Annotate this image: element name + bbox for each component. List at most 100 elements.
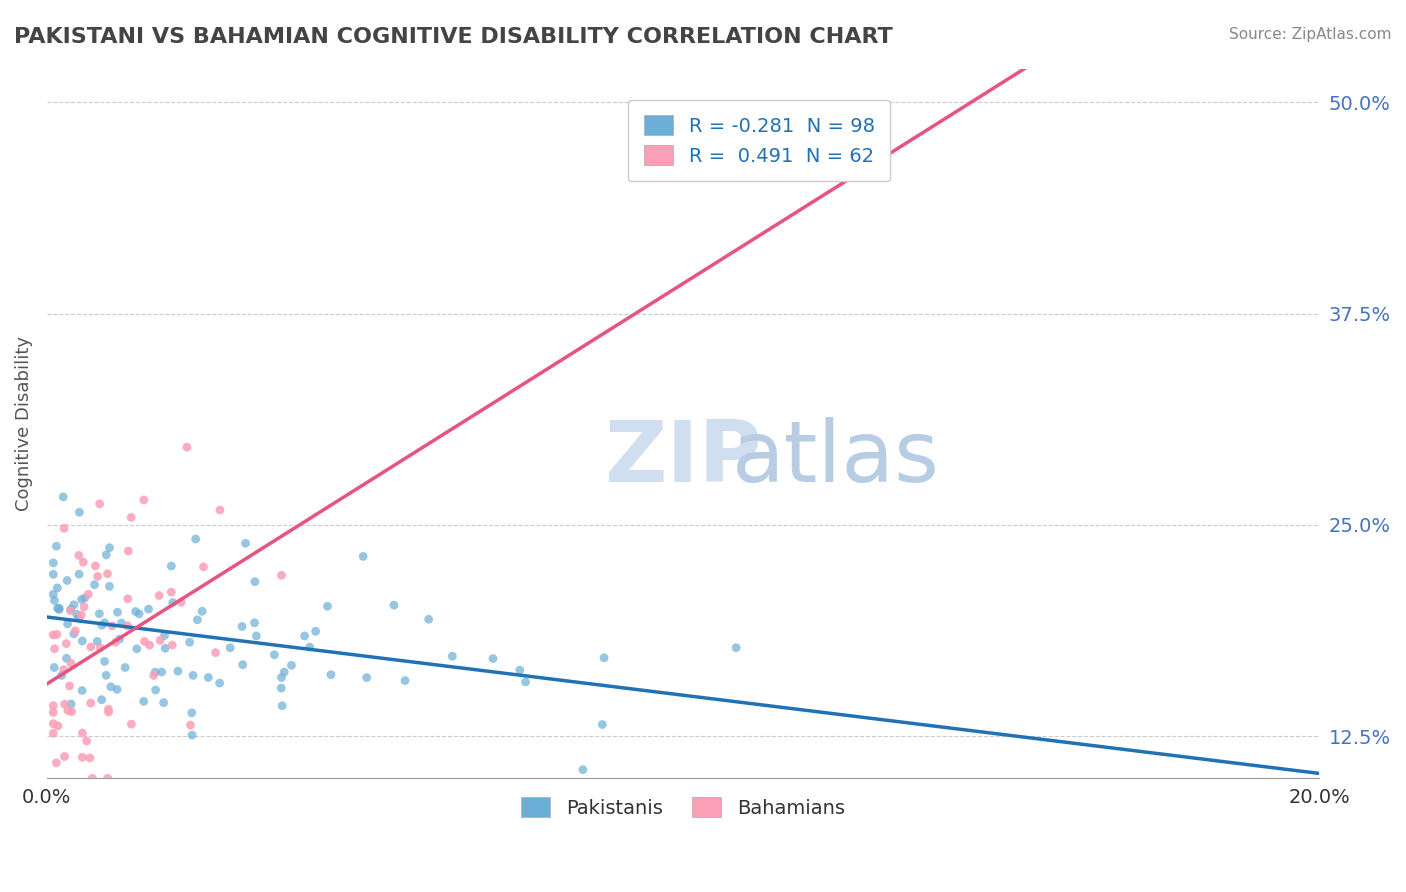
Point [76,734,98,748]
Point [197,671,219,685]
Point [181,668,204,682]
Point [86,634,108,648]
Point [72,726,94,740]
Point [53,697,76,711]
Point [117,591,139,606]
Point [55,637,77,651]
Point [208,676,231,690]
Point [67,611,90,625]
Point [67,567,90,582]
Point [44,641,66,656]
Point [153,641,176,656]
Point [98,579,121,593]
Text: ZIP: ZIP [605,417,762,500]
Point [44,660,66,674]
Point [148,589,170,603]
Point [79,696,101,710]
Point [89,607,111,621]
Point [45,539,67,553]
Point [153,628,176,642]
Point [593,650,616,665]
Point [100,680,122,694]
Point [42,556,65,570]
Point [271,698,294,713]
Point [243,574,266,589]
Point [96,566,118,581]
Point [45,627,67,641]
Point [382,598,405,612]
Point [60,697,83,711]
Point [219,640,242,655]
Point [138,602,160,616]
Point [67,549,90,563]
Point [83,577,105,591]
Point [72,555,94,569]
Point [46,581,69,595]
Point [42,726,65,740]
Point [70,683,93,698]
Point [90,618,112,632]
Point [59,656,82,670]
Point [150,665,173,679]
Point [90,692,112,706]
Point [52,663,75,677]
Point [167,664,190,678]
Point [316,599,339,614]
Point [294,629,316,643]
Text: Source: ZipAtlas.com: Source: ZipAtlas.com [1229,27,1392,42]
Point [124,605,146,619]
Point [191,604,214,618]
Point [160,559,183,574]
Point [42,706,65,720]
Point [280,658,302,673]
Point [89,497,111,511]
Point [42,698,65,713]
Point [65,624,87,638]
Point [319,667,342,681]
Point [73,591,96,605]
Point [184,532,207,546]
Point [162,638,184,652]
Point [132,492,155,507]
Point [42,587,65,601]
Point [104,635,127,649]
Point [72,634,94,648]
Point [263,648,285,662]
Point [186,613,208,627]
Point [160,585,183,599]
Point [86,569,108,583]
Y-axis label: Cognitive Disability: Cognitive Disability [15,336,32,511]
Point [134,634,156,648]
Point [418,612,440,626]
Point [117,544,139,558]
Point [208,503,231,517]
Point [58,679,80,693]
Point [89,640,111,655]
Point [273,665,295,679]
Point [52,490,75,504]
Point [149,633,172,648]
Point [51,668,73,682]
Point [145,683,167,698]
Point [48,602,70,616]
Point [515,675,537,690]
Point [42,628,65,642]
Text: PAKISTANI VS BAHAMIAN COGNITIVE DISABILITY CORRELATION CHART: PAKISTANI VS BAHAMIAN COGNITIVE DISABILI… [14,27,893,46]
Text: atlas: atlas [731,417,939,500]
Point [59,604,82,618]
Point [725,640,748,655]
Point [55,651,77,665]
Point [356,671,378,685]
Point [304,624,326,639]
Point [232,657,254,672]
Point [114,660,136,674]
Point [63,598,86,612]
Point [98,541,121,555]
Point [125,641,148,656]
Point [170,595,193,609]
Point [53,749,76,764]
Point [65,607,87,622]
Point [298,640,321,654]
Point [56,616,79,631]
Point [70,607,93,622]
